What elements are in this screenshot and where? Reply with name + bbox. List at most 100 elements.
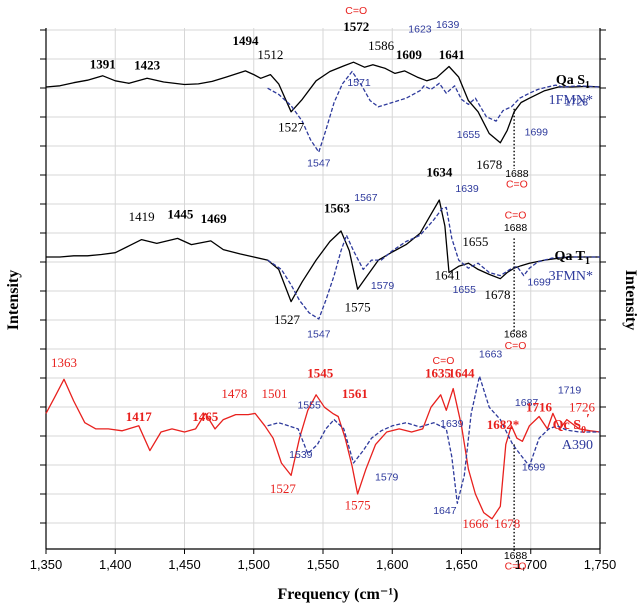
series-line-top-blue xyxy=(267,70,601,153)
peak-label: 1716 xyxy=(526,400,553,415)
peak-label: 1419 xyxy=(129,209,155,224)
peak-label: 1688 xyxy=(504,550,528,562)
peak-label: 1545 xyxy=(307,365,334,380)
x-tick-label: 1,600 xyxy=(376,557,409,572)
x-tick-label: 1,650 xyxy=(445,557,478,572)
peak-label: 1391 xyxy=(90,56,116,71)
peak-label: 1699 xyxy=(525,126,549,138)
peak-label: C=O xyxy=(505,561,527,573)
panel-label-main: Qc S0′ xyxy=(553,412,590,436)
peak-label: 1575 xyxy=(345,300,371,315)
axes-layer: 1,350 1,400 1,450 1,500 1,550 1,600 1,650 1,700… xyxy=(30,28,617,572)
peak-label: C=O xyxy=(345,5,367,17)
panel-label-main: Qa S1 xyxy=(556,73,590,91)
peak-label: 1494 xyxy=(232,33,259,48)
peak-label: 1647 xyxy=(433,505,457,517)
x-tick-label: 1,550 xyxy=(307,557,340,572)
peak-label: 1634 xyxy=(426,164,453,179)
peak-label: 1644 xyxy=(449,365,476,380)
peak-label: 1417 xyxy=(126,409,153,424)
peak-label: 1666 xyxy=(462,516,489,531)
peak-label: 1688 xyxy=(504,222,528,234)
peak-label: 1699 xyxy=(527,277,551,289)
peak-label: 1723 xyxy=(565,97,589,109)
series-line-middle-black xyxy=(46,199,600,303)
peak-label: 1512 xyxy=(257,47,283,62)
peak-label: 1655 xyxy=(453,284,477,296)
peak-label: C=O xyxy=(506,178,528,190)
peak-label: 1527 xyxy=(278,120,305,135)
x-tick-label: 1,350 xyxy=(30,557,63,572)
panel-label-reference: 1FMN* xyxy=(549,93,593,108)
peak-label: 1445 xyxy=(167,207,194,222)
x-axis-label: Frequency (cm⁻¹) xyxy=(278,586,399,603)
peak-label: 1478 xyxy=(221,386,247,401)
x-tick-label: 1,700 xyxy=(514,557,547,572)
panel-label-subscript: 0 xyxy=(581,425,586,436)
peak-label: 1579 xyxy=(371,280,395,292)
peak-label: 1547 xyxy=(307,157,331,169)
panel-label-subscript: 1 xyxy=(585,80,590,91)
peak-label: 1682* xyxy=(487,417,520,432)
peak-label: 1567 xyxy=(354,192,378,204)
peak-label: 1655 xyxy=(462,234,488,249)
peak-label: 1469 xyxy=(201,211,228,226)
peak-label: 1563 xyxy=(324,200,351,215)
series-line-bottom-blue xyxy=(267,375,600,504)
peak-label: 1655 xyxy=(457,129,481,141)
peak-label: 1663 xyxy=(479,349,503,361)
peak-label: 1639 xyxy=(440,418,464,430)
panel-label-subscript: 1 xyxy=(585,256,590,267)
x-tick-label: 1,750 xyxy=(584,557,617,572)
peak-label: 1572 xyxy=(343,19,369,34)
peak-label: 1561 xyxy=(342,386,368,401)
x-tick-label: 1,500 xyxy=(237,557,270,572)
peak-label: 1719 xyxy=(558,385,582,397)
peak-label: C=O xyxy=(433,355,455,367)
peak-label: 1641 xyxy=(439,47,465,62)
peak-label: C=O xyxy=(505,340,527,352)
peak-label: 1579 xyxy=(375,471,399,483)
peak-label: 1687 xyxy=(515,397,539,409)
peak-label: 1547 xyxy=(307,329,331,341)
y-axis-label-left: Intensity xyxy=(5,270,22,330)
peak-label: C=O xyxy=(505,210,527,222)
peak-label: 1423 xyxy=(134,58,161,73)
peak-label: 1501 xyxy=(262,386,288,401)
x-tick-label: 1,450 xyxy=(168,557,201,572)
peak-label: 1678 xyxy=(476,157,502,172)
peak-label: 1527 xyxy=(270,481,297,496)
peak-label: 1363 xyxy=(51,355,77,370)
panel-label-reference: 3FMN* xyxy=(549,269,593,284)
peak-label: 1527 xyxy=(274,312,301,327)
peak-label: 1571 xyxy=(347,77,371,89)
series-layer xyxy=(45,61,601,553)
peak-label: 1635 xyxy=(425,365,452,380)
panel-label-main: Qa T1 xyxy=(555,249,590,267)
peak-label: 1688 xyxy=(504,329,528,341)
peak-label: 1539 xyxy=(289,449,313,461)
peak-label: 1623 xyxy=(408,23,432,35)
peak-label: 1699 xyxy=(522,461,546,473)
series-line-bottom-red xyxy=(45,378,601,520)
grid-layer xyxy=(45,28,601,549)
panel-label-reference: A390 xyxy=(562,438,593,453)
y-axis-label-right: Intensity xyxy=(622,270,638,330)
peak-label: 1609 xyxy=(396,47,423,62)
peak-label: 1465 xyxy=(192,409,219,424)
peak-label: 1555 xyxy=(297,399,321,411)
series-line-middle-blue xyxy=(267,206,600,320)
peak-label: 1641 xyxy=(435,267,461,282)
peak-label: 1678 xyxy=(494,516,520,531)
series-line-top-black xyxy=(45,61,601,144)
peak-label: 1575 xyxy=(345,498,371,513)
x-tick-label: 1,400 xyxy=(99,557,132,572)
panel-label-prime: ′ xyxy=(586,412,590,427)
peak-label: 1586 xyxy=(368,38,395,53)
peak-label: 1688 xyxy=(505,168,529,180)
peak-label: 1726 xyxy=(569,400,596,415)
peak-label: 1639 xyxy=(436,19,460,31)
peak-label: 1639 xyxy=(455,183,479,195)
